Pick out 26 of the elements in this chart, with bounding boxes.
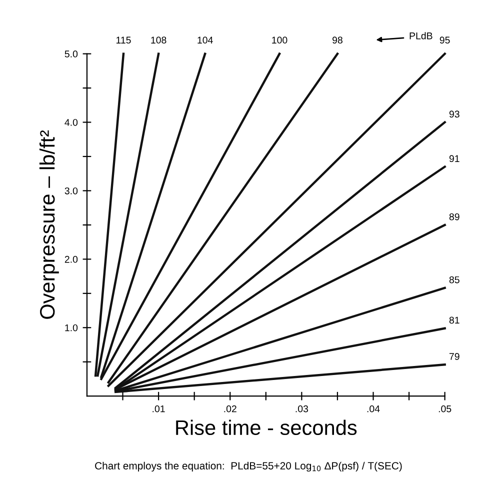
series-label: 104 [198, 36, 213, 44]
y-tick-label: 4.0 [64, 118, 78, 126]
x-tick-label: .01 [152, 405, 165, 412]
text: PLdB [410, 32, 432, 40]
series-label: 108 [151, 36, 166, 44]
series-label: 91 [449, 155, 460, 162]
x-axis-title: Rise time - seconds [176, 420, 357, 436]
text: Chart employs the equation: PLdB=55+20 Log$_{10}$ ΔP(psf) / T(SEC) [95, 462, 402, 472]
x-tick-label: .05 [438, 405, 452, 412]
y-tick-label: 5.0 [64, 50, 78, 58]
series-label: 93 [449, 110, 460, 118]
series-label: 95 [440, 36, 450, 44]
series-label: 100 [272, 36, 288, 44]
series-label: 81 [449, 316, 460, 324]
x-tick-label: .03 [296, 405, 308, 412]
x-tick-label: .04 [367, 405, 380, 412]
series-label: 115 [116, 36, 131, 44]
series-label: 98 [332, 36, 342, 44]
series-label: 79 [449, 353, 460, 360]
series-label: 89 [449, 213, 460, 220]
series-label: 85 [449, 276, 460, 284]
y-tick-label: 2.0 [64, 256, 78, 263]
y-axis-title: Overpressure – lb/ft² [39, 130, 59, 319]
y-tick-label: 1.0 [65, 324, 78, 332]
y-tick-label: 3.0 [64, 187, 78, 194]
x-tick-label: .02 [224, 405, 236, 412]
